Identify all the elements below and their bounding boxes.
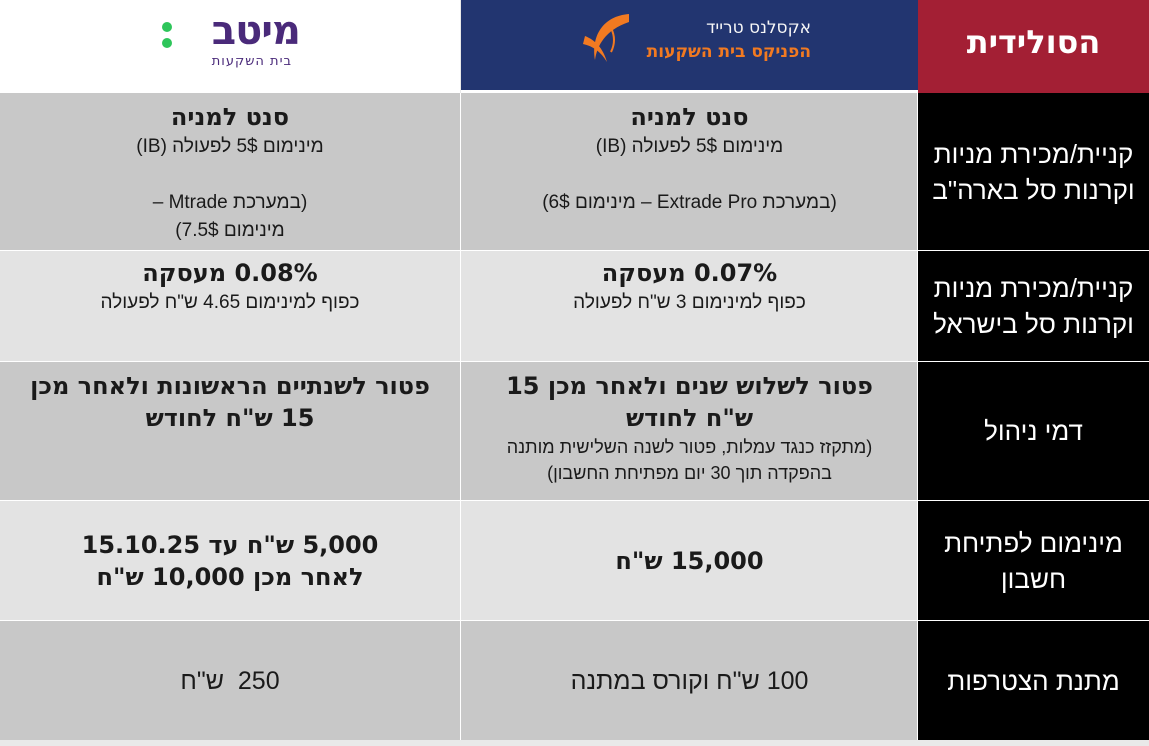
- excellence-minimum-deposit-cell: 15,000 ש"ח: [461, 501, 918, 620]
- meitav-header: מיטב בית השקעות: [0, 0, 460, 93]
- excellence-logo: אקסלנס טרייד הפניקס בית השקעות: [581, 10, 811, 70]
- meitav-minimum-deposit-line2: לאחר מכן 10,000 ש"ח: [96, 562, 364, 591]
- meitav-logo-subtitle: בית השקעות: [211, 54, 292, 69]
- column-divider: [460, 93, 461, 740]
- meitav-us-stocks-line2: (במערכת Mtrade –: [152, 192, 308, 213]
- meitav-management-fee-cell: פטור לשנתיים הראשונות ולאחר מכן 15 ש"ח ל…: [0, 362, 460, 500]
- meitav-us-stocks-cell: סנט למניה מינימום 5$ לפעולה (IB) (במערכת…: [0, 93, 460, 250]
- row-label-signup-gift: מתנת הצטרפות: [918, 621, 1149, 740]
- meitav-management-fee-title1: פטור לשנתיים הראשונות ולאחר מכן: [30, 372, 430, 400]
- meitav-dots-icon: [162, 22, 174, 52]
- excellence-us-stocks-title: סנט למניה: [630, 103, 749, 131]
- excellence-management-fee-title1: פטור לשלוש שנים ולאחר מכן 15: [506, 372, 873, 400]
- excellence-israel-stocks-line1: כפוף למינימום 3 ש"ח לפעולה: [573, 292, 806, 313]
- excellence-management-fee-cell: פטור לשלוש שנים ולאחר מכן 15 ש"ח לחודש (…: [461, 362, 918, 500]
- excellence-management-fee-note2: בהפקדה תוך 30 יום מפתיחת החשבון): [547, 463, 832, 483]
- meitav-logo-word: מיטב: [211, 8, 301, 54]
- brand-header: הסולידית: [918, 0, 1149, 93]
- excellence-us-stocks-line1: מינימום 5$ לפעולה (IB): [595, 136, 784, 157]
- meitav-logo: מיטב בית השקעות: [160, 8, 301, 78]
- meitav-minimum-deposit-line1: 5,000 ש"ח עד 15.10.25: [81, 530, 379, 559]
- excellence-us-stocks-cell: סנט למניה מינימום 5$ לפעולה (IB) (במערכת…: [461, 93, 918, 250]
- excellence-logo-line2: הפניקס בית השקעות: [646, 42, 811, 62]
- row-label-minimum-deposit: מינימום לפתיחת חשבון: [918, 501, 1149, 620]
- row-divider: [0, 250, 1149, 251]
- meitav-management-fee-title2: 15 ש"ח לחודש: [145, 404, 315, 432]
- meitav-israel-stocks-line1: כפוף למינימום 4.65 ש"ח לפעולה: [100, 292, 360, 313]
- meitav-signup-gift-value: 250 ש"ח: [180, 666, 280, 695]
- phoenix-swoosh-icon: [583, 14, 629, 62]
- brand-title: הסולידית: [966, 23, 1101, 61]
- excellence-us-stocks-line2: (במערכת Extrade Pro – מינימום 6$): [542, 192, 837, 213]
- row-label-israel-stocks: קניית/מכירת מניות וקרנות סל בישראל: [918, 251, 1149, 361]
- excellence-minimum-deposit-value: 15,000 ש"ח: [615, 546, 764, 575]
- row-label-us-stocks: קניית/מכירת מניות וקרנות סל בארה"ב: [918, 93, 1149, 250]
- row-divider: [0, 620, 1149, 621]
- excellence-logo-line1: אקסלנס טרייד: [706, 18, 811, 38]
- excellence-management-fee-title2: ש"ח לחודש: [625, 404, 754, 432]
- row-divider: [0, 361, 1149, 362]
- meitav-minimum-deposit-cell: 5,000 ש"ח עד 15.10.25 לאחר מכן 10,000 ש"…: [0, 501, 460, 620]
- meitav-signup-gift-cell: 250 ש"ח: [0, 621, 460, 740]
- row-label-management-fee: דמי ניהול: [918, 362, 1149, 500]
- column-divider: [917, 93, 918, 740]
- meitav-us-stocks-title: סנט למניה: [170, 103, 290, 131]
- excellence-israel-stocks-cell: 0.07% מעסקה כפוף למינימום 3 ש"ח לפעולה: [461, 251, 918, 361]
- excellence-header: אקסלנס טרייד הפניקס בית השקעות: [461, 0, 918, 93]
- excellence-signup-gift-value: 100 ש"ח וקורס במתנה: [570, 666, 809, 695]
- meitav-us-stocks-line1: מינימום 5$ לפעולה (IB): [136, 136, 324, 157]
- row-divider: [0, 500, 1149, 501]
- excellence-signup-gift-cell: 100 ש"ח וקורס במתנה: [461, 621, 918, 740]
- meitav-israel-stocks-cell: 0.08% מעסקה כפוף למינימום 4.65 ש"ח לפעול…: [0, 251, 460, 361]
- excellence-management-fee-note1: (מתקזז כנגד עמלות, פטור לשנה השלישית מות…: [506, 437, 873, 457]
- excellence-israel-stocks-title: 0.07% מעסקה: [601, 259, 778, 287]
- meitav-israel-stocks-title: 0.08% מעסקה: [142, 259, 318, 287]
- meitav-us-stocks-line3: מינימום 7.5$): [175, 220, 285, 241]
